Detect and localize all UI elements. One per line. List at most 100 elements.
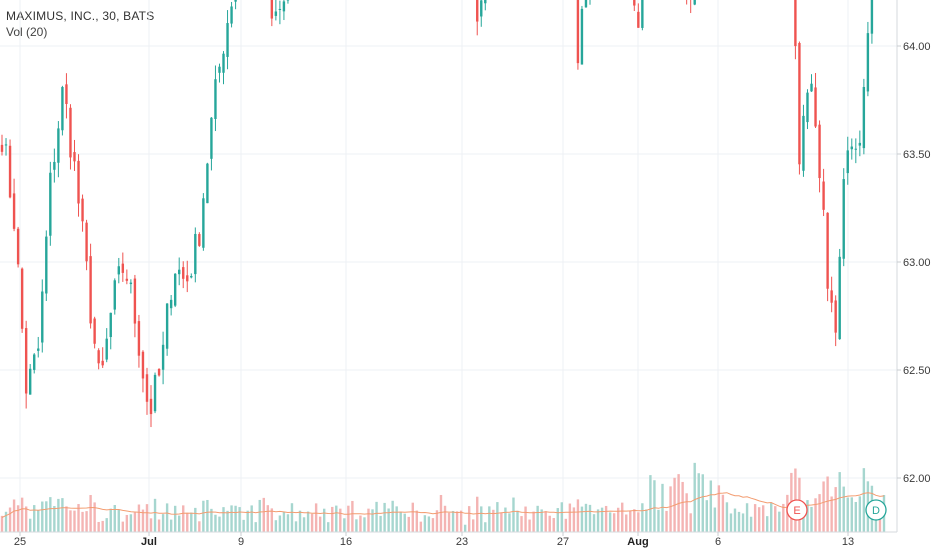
earnings-marker[interactable]: E [786, 499, 808, 521]
volume-bar [145, 504, 149, 532]
candle-body [862, 86, 866, 149]
volume-bar [61, 498, 64, 532]
candle-body [169, 299, 173, 309]
volume-bar [254, 522, 257, 532]
dividend-marker[interactable]: D [865, 499, 887, 521]
volume-bar [488, 506, 491, 532]
grid-lines [0, 0, 897, 532]
volume-bar [806, 500, 809, 532]
candle-body [218, 66, 221, 73]
candle-body [73, 152, 76, 162]
candle-body [206, 163, 209, 204]
volume-bar [270, 508, 274, 532]
candle-body [182, 267, 185, 279]
volume-bar [258, 499, 261, 532]
volume-bar [294, 521, 298, 532]
candle-body [693, 0, 696, 5]
volume-bar [810, 506, 813, 532]
volume-bar [520, 516, 523, 532]
x-tick-label: 6 [715, 536, 721, 548]
volume-bar [681, 481, 684, 532]
candle-body [230, 6, 233, 24]
candle-body [165, 303, 169, 349]
y-tick-label: 63.00 [903, 257, 931, 269]
volume-indicator-label[interactable]: Vol (20) [6, 25, 48, 39]
volume-bar [508, 513, 511, 532]
volume-bar [423, 515, 427, 532]
volume-bar [524, 506, 527, 532]
volume-bar [274, 520, 278, 532]
volume-bar [604, 505, 608, 532]
candles [0, 0, 874, 428]
volume-bar [753, 504, 757, 532]
volume-bar [355, 519, 358, 532]
volume-bar [395, 506, 398, 532]
volume-bar [749, 516, 753, 532]
volume-bar [496, 502, 499, 532]
volume-bar [194, 507, 197, 532]
volume-bar [693, 462, 696, 532]
volume-bar [28, 518, 32, 532]
volume-bar [814, 498, 817, 532]
volume-bar [528, 519, 531, 532]
volume-bar [359, 515, 362, 532]
candle-body [476, 0, 479, 22]
volume-bar [657, 509, 660, 532]
volume-bar [649, 475, 652, 532]
candle-body [484, 0, 487, 4]
volume-bar [447, 512, 451, 532]
candle-body [81, 198, 84, 222]
volume-bar [492, 509, 495, 532]
candle-body [480, 0, 483, 17]
volume-bar [407, 516, 410, 532]
y-tick-label: 63.50 [903, 149, 931, 161]
volume-bar [246, 510, 249, 532]
volume-bar [45, 501, 48, 532]
volume-bar [721, 494, 725, 532]
volume-bar [592, 514, 596, 532]
volume-bar [729, 513, 733, 532]
volume-bar [842, 486, 845, 532]
y-tick-label: 62.00 [903, 473, 931, 485]
volume-bar [367, 508, 370, 532]
volume-bar [16, 505, 20, 532]
volume-bar [532, 511, 535, 532]
volume-bar [556, 508, 559, 532]
volume-bar [600, 507, 604, 532]
candle-body [24, 328, 28, 394]
volume-bar [347, 505, 350, 532]
candle-body [37, 348, 40, 351]
volume-bar [262, 497, 265, 532]
volume-bar [757, 507, 761, 532]
symbol-title[interactable]: MAXIMUS, INC., 30, BATS [6, 9, 155, 23]
volume-bar [399, 512, 402, 532]
candle-body [822, 181, 825, 210]
candle-body [153, 374, 157, 412]
x-tick-label: Jul [141, 536, 157, 548]
candle-body [129, 282, 133, 285]
volume-bar [564, 518, 568, 532]
volume-bar [625, 514, 628, 532]
volume-bar [314, 503, 318, 532]
candle-body [8, 145, 12, 198]
event-label: E [793, 505, 800, 517]
volume-bar [242, 519, 245, 532]
volume-bar [689, 513, 692, 532]
y-tick-label: 62.50 [903, 365, 931, 377]
volume-bar [439, 494, 443, 532]
time-axis[interactable]: 25 Jul 9 16 23 27 Aug 6 13 [0, 531, 897, 548]
candle-body [818, 124, 821, 179]
volume-bar [282, 511, 286, 532]
volume-bar [49, 497, 52, 532]
volume-bar [210, 508, 213, 532]
volume-bar [459, 510, 463, 532]
price-axis[interactable]: 66.0065.5065.0064.5064.0063.5063.0062.50… [896, 0, 932, 532]
candle-body [65, 84, 68, 104]
candle-body [810, 83, 813, 92]
candle-body [4, 144, 8, 146]
candle-body [133, 278, 137, 324]
volume-bar [238, 507, 241, 532]
volume-bar [484, 522, 487, 532]
volume-bar [572, 507, 576, 532]
